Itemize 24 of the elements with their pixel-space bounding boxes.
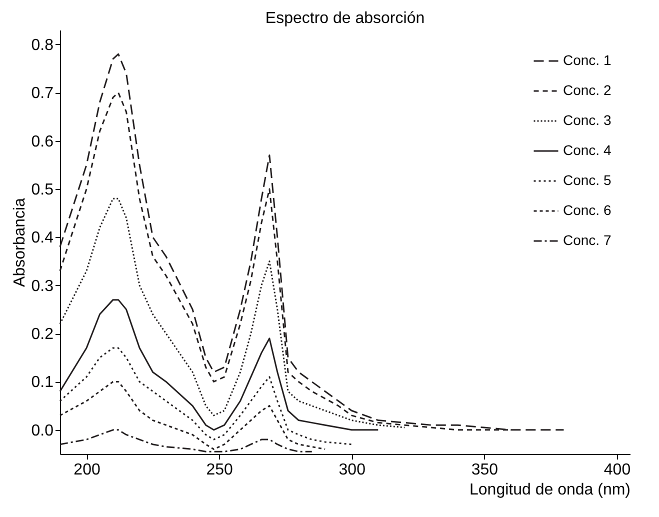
y-axis-title: Absorbancia bbox=[11, 198, 28, 287]
legend-label: Conc. 7 bbox=[563, 232, 612, 248]
x-tick-label: 200 bbox=[74, 462, 100, 478]
legend-label: Conc. 3 bbox=[563, 112, 612, 128]
legend-label: Conc. 6 bbox=[563, 202, 612, 218]
x-tick-label: 250 bbox=[206, 462, 234, 478]
x-tick-label: 300 bbox=[338, 462, 366, 478]
x-tick-label: 350 bbox=[471, 462, 498, 478]
legend-label: Conc. 4 bbox=[563, 142, 612, 158]
y-tick-label: 0.3 bbox=[31, 278, 54, 295]
y-tick-label: 0.4 bbox=[31, 230, 54, 247]
y-tick-label: 0.8 bbox=[31, 36, 54, 54]
y-tick-label: 0.1 bbox=[31, 374, 54, 392]
legend-label: Conc. 5 bbox=[563, 172, 612, 188]
y-tick-label: 0.5 bbox=[31, 182, 54, 198]
x-tick-label: 400 bbox=[604, 462, 631, 478]
y-tick-label: 0.0 bbox=[31, 422, 54, 440]
y-tick-label: 0.7 bbox=[31, 85, 54, 102]
x-axis-title: Longitud de onda (nm) bbox=[470, 482, 630, 498]
legend-label: Conc. 1 bbox=[563, 52, 612, 68]
y-tick-label: 0.6 bbox=[31, 133, 54, 150]
chart-title: Espectro de absorción bbox=[265, 10, 425, 27]
y-tick-label: 0.2 bbox=[31, 326, 54, 344]
legend-label: Conc. 2 bbox=[563, 82, 612, 98]
